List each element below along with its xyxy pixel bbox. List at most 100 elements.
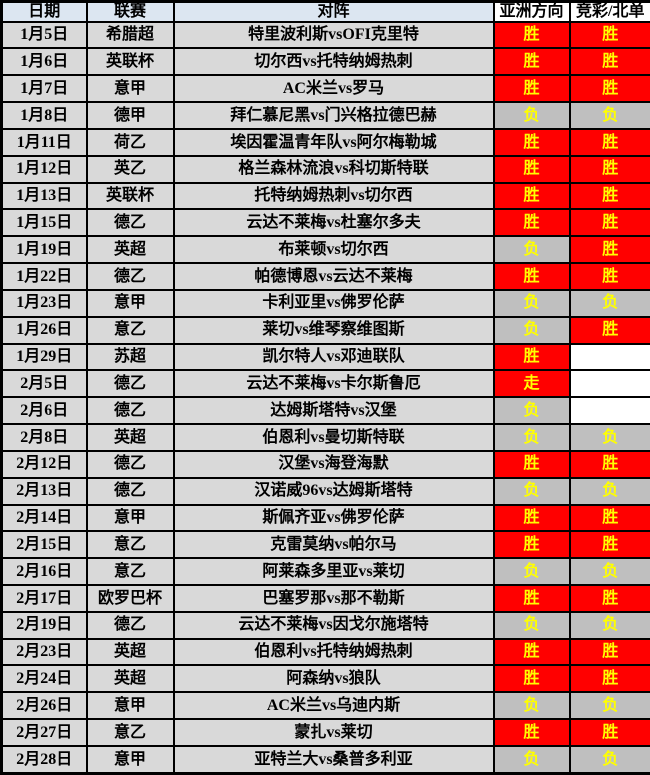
match-cell: 阿森纳vs狼队 — [172, 664, 495, 694]
date-cell: 2月14日 — [0, 503, 88, 533]
match-cell: 克雷莫纳vs帕尔马 — [172, 530, 495, 560]
table-row: 2月14日 意甲 斯佩齐亚vs佛罗伦萨 胜 胜 — [0, 503, 650, 533]
match-cell: 埃因霍温青年队vs阿尔梅勒城 — [172, 127, 495, 157]
match-cell: 卡利亚里vs佛罗伦萨 — [172, 288, 495, 318]
jingcai-result-cell — [568, 369, 650, 399]
asia-result-cell: 胜 — [492, 583, 571, 613]
match-cell: 云达不莱梅vs杜塞尔多夫 — [172, 208, 495, 238]
match-cell: 伯恩利vs托特纳姆热刺 — [172, 637, 495, 667]
date-cell: 2月23日 — [0, 637, 88, 667]
league-cell: 希腊超 — [85, 20, 175, 50]
jingcai-result-cell: 胜 — [568, 503, 650, 533]
jingcai-result-cell: 胜 — [568, 208, 650, 238]
jingcai-result-cell: 负 — [568, 691, 650, 721]
table-row: 1月5日 希腊超 特里波利斯vsOFI克里特 胜 胜 — [0, 20, 650, 50]
league-cell: 意甲 — [85, 503, 175, 533]
date-cell: 2月28日 — [0, 744, 88, 775]
league-cell: 意甲 — [85, 744, 175, 775]
match-cell: 斯佩齐亚vs佛罗伦萨 — [172, 503, 495, 533]
table-row: 2月5日 德乙 云达不莱梅vs卡尔斯鲁厄 走 — [0, 369, 650, 399]
asia-result-cell: 负 — [492, 423, 571, 452]
table-row: 1月19日 英超 布莱顿vs切尔西 负 胜 — [0, 235, 650, 265]
match-cell: 特里波利斯vsOFI克里特 — [172, 20, 495, 50]
table-row: 1月15日 德乙 云达不莱梅vs杜塞尔多夫 胜 胜 — [0, 208, 650, 238]
col-header-jingcai: 竞彩/北单 — [568, 0, 650, 23]
match-cell: 切尔西vs托特纳姆热刺 — [172, 47, 495, 77]
jingcai-result-cell: 负 — [568, 423, 650, 452]
asia-result-cell: 胜 — [492, 342, 571, 372]
match-cell: 帕德博恩vs云达不莱梅 — [172, 262, 495, 291]
jingcai-result-cell: 负 — [568, 101, 650, 130]
table-row: 1月23日 意甲 卡利亚里vs佛罗伦萨 负 负 — [0, 288, 650, 318]
date-cell: 2月12日 — [0, 449, 88, 479]
table-row: 2月27日 意乙 蒙扎vs莱切 胜 胜 — [0, 718, 650, 747]
table-row: 2月28日 意甲 亚特兰大vs桑普多利亚 负 负 — [0, 744, 650, 775]
date-cell: 1月13日 — [0, 181, 88, 211]
table-row: 1月7日 意甲 AC米兰vs罗马 胜 胜 — [0, 74, 650, 104]
asia-result-cell: 胜 — [492, 127, 571, 157]
date-cell: 1月6日 — [0, 47, 88, 77]
asia-result-cell: 胜 — [492, 637, 571, 667]
table-row: 2月8日 英超 伯恩利vs曼切斯特联 负 负 — [0, 423, 650, 452]
asia-result-cell: 胜 — [492, 154, 571, 184]
asia-result-cell: 负 — [492, 396, 571, 426]
jingcai-result-cell: 胜 — [568, 181, 650, 211]
date-cell: 2月5日 — [0, 369, 88, 399]
date-cell: 1月7日 — [0, 74, 88, 104]
jingcai-result-cell — [568, 342, 650, 372]
league-cell: 英超 — [85, 235, 175, 265]
asia-result-cell: 负 — [492, 476, 571, 506]
league-cell: 英乙 — [85, 154, 175, 184]
date-cell: 2月26日 — [0, 691, 88, 721]
asia-result-cell: 负 — [492, 101, 571, 130]
jingcai-result-cell: 胜 — [568, 637, 650, 667]
asia-result-cell: 负 — [492, 610, 571, 640]
match-cell: 莱切vs维琴察维图斯 — [172, 315, 495, 345]
jingcai-result-cell: 胜 — [568, 449, 650, 479]
match-cell: 云达不莱梅vs卡尔斯鲁厄 — [172, 369, 495, 399]
jingcai-result-cell: 负 — [568, 610, 650, 640]
jingcai-result-cell: 胜 — [568, 583, 650, 613]
date-cell: 2月15日 — [0, 530, 88, 560]
league-cell: 意乙 — [85, 530, 175, 560]
asia-result-cell: 胜 — [492, 530, 571, 560]
league-cell: 英超 — [85, 423, 175, 452]
table-row: 1月11日 荷乙 埃因霍温青年队vs阿尔梅勒城 胜 胜 — [0, 127, 650, 157]
jingcai-result-cell: 胜 — [568, 315, 650, 345]
jingcai-result-cell: 负 — [568, 288, 650, 318]
league-cell: 英联杯 — [85, 181, 175, 211]
jingcai-result-cell: 胜 — [568, 47, 650, 77]
date-cell: 1月15日 — [0, 208, 88, 238]
asia-result-cell: 胜 — [492, 181, 571, 211]
jingcai-result-cell: 负 — [568, 476, 650, 506]
league-cell: 意甲 — [85, 288, 175, 318]
table-row: 1月29日 苏超 凯尔特人vs邓迪联队 胜 — [0, 342, 650, 372]
table-row: 1月22日 德乙 帕德博恩vs云达不莱梅 胜 胜 — [0, 262, 650, 291]
asia-result-cell: 负 — [492, 557, 571, 586]
league-cell: 意乙 — [85, 557, 175, 586]
match-cell: 托特纳姆热刺vs切尔西 — [172, 181, 495, 211]
match-cell: AC米兰vs乌迪内斯 — [172, 691, 495, 721]
jingcai-result-cell: 负 — [568, 557, 650, 586]
match-cell: 云达不莱梅vs因戈尔施塔特 — [172, 610, 495, 640]
table-row: 1月13日 英联杯 托特纳姆热刺vs切尔西 胜 胜 — [0, 181, 650, 211]
table-row: 2月26日 意甲 AC米兰vs乌迪内斯 负 负 — [0, 691, 650, 721]
jingcai-result-cell: 胜 — [568, 154, 650, 184]
match-cell: 达姆斯塔特vs汉堡 — [172, 396, 495, 426]
league-cell: 德乙 — [85, 449, 175, 479]
date-cell: 2月19日 — [0, 610, 88, 640]
league-cell: 英超 — [85, 637, 175, 667]
col-header-league: 联赛 — [85, 0, 175, 23]
league-cell: 德乙 — [85, 610, 175, 640]
league-cell: 英超 — [85, 664, 175, 694]
date-cell: 1月29日 — [0, 342, 88, 372]
league-cell: 德乙 — [85, 476, 175, 506]
date-cell: 1月8日 — [0, 101, 88, 130]
asia-result-cell: 胜 — [492, 74, 571, 104]
league-cell: 苏超 — [85, 342, 175, 372]
jingcai-result-cell: 胜 — [568, 20, 650, 50]
match-cell: 巴塞罗那vs那不勒斯 — [172, 583, 495, 613]
date-cell: 1月12日 — [0, 154, 88, 184]
match-cell: 拜仁慕尼黑vs门兴格拉德巴赫 — [172, 101, 495, 130]
date-cell: 1月5日 — [0, 20, 88, 50]
